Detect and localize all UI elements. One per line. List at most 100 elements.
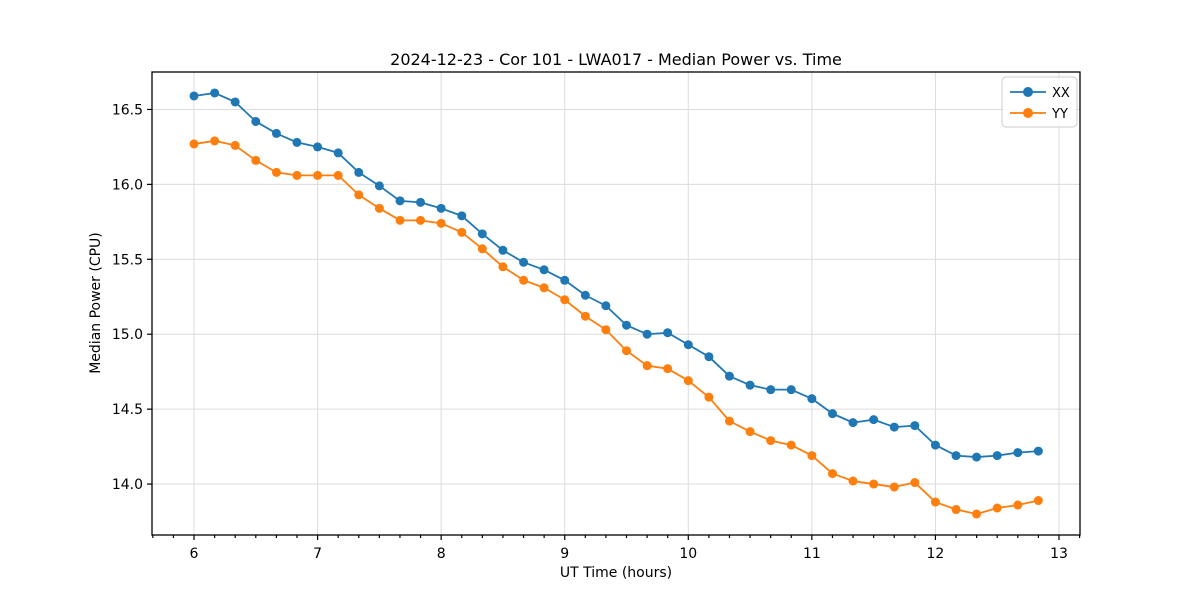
series-XX-marker — [477, 229, 487, 239]
series-XX-marker — [271, 128, 281, 138]
series-YY-marker — [745, 427, 755, 437]
legend-item-YY: YY — [1010, 107, 1068, 122]
series-XX-marker — [930, 440, 940, 450]
x-axis-label: UT Time (hours) — [559, 565, 673, 581]
series-XX-marker — [869, 415, 879, 425]
legend-marker-sample — [1023, 87, 1033, 97]
series-YY-marker — [724, 416, 734, 426]
series-XX-marker — [395, 196, 405, 206]
series-YY-marker — [601, 325, 611, 335]
series-XX-marker — [374, 181, 384, 191]
y-tick-label: 14.0 — [112, 477, 143, 493]
series-XX-marker — [251, 116, 261, 126]
y-tick-label: 14.5 — [112, 402, 143, 418]
series-XX-marker — [354, 167, 364, 177]
y-tick-label: 16.0 — [112, 177, 143, 193]
chart-title: 2024-12-23 - Cor 101 - LWA017 - Median P… — [390, 50, 842, 69]
series-XX-marker — [724, 371, 734, 381]
x-tick-label: 13 — [1050, 546, 1068, 562]
series-XX-marker — [601, 301, 611, 311]
series-XX-marker — [683, 340, 693, 350]
series-YY-marker — [683, 376, 693, 386]
series-YY-line — [193, 140, 1039, 515]
series-XX-marker — [416, 197, 426, 207]
series-YY-marker — [395, 215, 405, 225]
series-XX-marker — [766, 385, 776, 395]
series-XX-marker — [189, 91, 199, 101]
series-YY-marker — [827, 469, 837, 479]
series-XX-marker — [889, 422, 899, 432]
series-YY-marker — [539, 283, 549, 293]
series-YY-marker — [704, 392, 714, 402]
x-tick-label: 10 — [679, 546, 697, 562]
series-YY-marker — [292, 170, 302, 180]
y-tick-label: 16.5 — [112, 102, 143, 118]
series-XX-marker — [622, 320, 632, 330]
series-YY-marker — [807, 451, 817, 461]
series-XX-marker — [333, 148, 343, 158]
series-XX-marker — [498, 245, 508, 255]
legend-marker-sample — [1023, 108, 1033, 118]
series-XX-marker — [972, 452, 982, 462]
series-YY-marker — [951, 505, 961, 515]
series-YY-marker — [189, 139, 199, 149]
series-YY-marker — [457, 227, 467, 237]
series-XX-marker — [807, 394, 817, 404]
series-YY-marker — [972, 509, 982, 519]
series-YY-marker — [416, 215, 426, 225]
series-YY-marker — [1013, 500, 1023, 510]
series-YY-marker — [889, 482, 899, 492]
x-tick-label: 6 — [190, 546, 199, 562]
series-XX-marker — [230, 97, 240, 107]
series-YY-marker — [848, 476, 858, 486]
series-YY-marker — [498, 262, 508, 272]
series-XX-marker — [848, 418, 858, 428]
x-tick-labels: 6 7 8 9 10 11 12 13 — [190, 546, 1068, 562]
series-YY-marker — [1033, 496, 1043, 506]
legend-box — [1001, 76, 1078, 128]
series-XX-marker — [663, 328, 673, 338]
series-YY-marker — [477, 244, 487, 254]
series-XX — [189, 88, 1043, 462]
series-YY-marker — [251, 155, 261, 165]
series-YY-marker — [210, 136, 220, 146]
series-YY-marker — [354, 190, 364, 200]
series-YY-marker — [519, 275, 529, 285]
series-YY-marker — [869, 479, 879, 489]
series-YY-marker — [271, 167, 281, 177]
series-YY-marker — [766, 436, 776, 446]
legend-label-YY: YY — [1051, 107, 1068, 122]
series-XX-marker — [580, 290, 590, 300]
series-XX-marker — [951, 451, 961, 461]
series-XX-marker — [786, 385, 796, 395]
y-tick-label: 15.5 — [112, 252, 143, 268]
series-XX-marker — [704, 352, 714, 362]
y-tick-label: 15.0 — [112, 327, 143, 343]
y-tick-labels: 14.0 14.5 15.0 15.5 16.0 16.5 — [112, 102, 143, 493]
series-YY-marker — [580, 311, 590, 321]
series-YY-marker — [786, 440, 796, 450]
x-tick-label: 11 — [803, 546, 821, 562]
series-YY — [189, 136, 1043, 519]
series-XX-marker — [519, 257, 529, 267]
legend-item-XX: XX — [1010, 86, 1070, 101]
series-YY-marker — [642, 361, 652, 371]
x-tick-label: 9 — [560, 546, 569, 562]
series-XX-marker — [1033, 446, 1043, 456]
series-XX-marker — [1013, 448, 1023, 458]
series-XX-marker — [992, 451, 1002, 461]
series-XX-marker — [313, 142, 323, 152]
series-YY-marker — [663, 364, 673, 374]
x-tick-label: 12 — [927, 546, 945, 562]
series-YY-marker — [992, 503, 1002, 513]
x-tick-label: 8 — [437, 546, 446, 562]
x-tick-label: 7 — [313, 546, 322, 562]
series-YY-marker — [333, 170, 343, 180]
series-XX-marker — [910, 421, 920, 431]
series-XX-marker — [560, 275, 570, 285]
series-XX-marker — [457, 211, 467, 221]
series-YY-marker — [930, 497, 940, 507]
grid — [152, 72, 1080, 535]
